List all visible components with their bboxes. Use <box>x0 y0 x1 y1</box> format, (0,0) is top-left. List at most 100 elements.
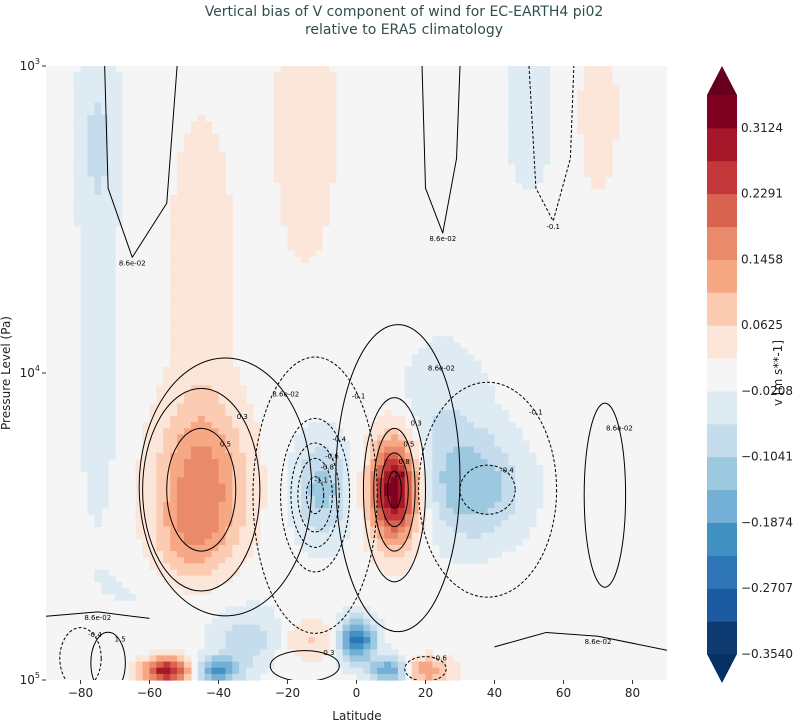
heatmap-cell <box>322 495 330 503</box>
heatmap <box>46 66 667 681</box>
heatmap-cell <box>211 520 220 528</box>
heatmap-cell <box>87 201 95 208</box>
heatmap-cell <box>363 495 371 503</box>
heatmap-cell <box>598 158 606 165</box>
heatmap-cell <box>204 569 213 577</box>
heatmap-cell <box>287 514 295 521</box>
heatmap-cell <box>156 428 164 435</box>
heatmap-cell <box>94 127 102 135</box>
heatmap-cell <box>377 526 385 534</box>
heatmap-cell <box>218 569 226 577</box>
heatmap-cell <box>494 428 502 435</box>
heatmap-cell <box>156 569 164 577</box>
heatmap-cell <box>204 299 213 306</box>
heatmap-cell <box>432 483 440 491</box>
heatmap-cell <box>190 152 199 159</box>
heatmap-cell <box>115 127 123 135</box>
heatmap-cell <box>425 409 433 417</box>
heatmap-cell <box>190 483 199 491</box>
heatmap-cell <box>225 280 233 288</box>
heatmap-cell <box>342 661 351 669</box>
heatmap-cell <box>432 495 440 503</box>
heatmap-cell <box>142 532 151 540</box>
heatmap-cell <box>87 90 95 98</box>
heatmap-cell <box>232 446 240 454</box>
heatmap-cell <box>363 483 371 491</box>
heatmap-cell <box>446 544 454 552</box>
heatmap-cell <box>94 471 102 478</box>
heatmap-cell <box>384 532 392 540</box>
heatmap-cell <box>301 115 309 122</box>
heatmap-cell <box>322 538 330 546</box>
heatmap-cell <box>335 624 344 632</box>
heatmap-cell <box>218 649 226 656</box>
heatmap-cell <box>80 379 88 386</box>
heatmap-cell <box>80 250 88 257</box>
heatmap-cell <box>190 360 199 368</box>
heatmap-cell <box>446 403 454 411</box>
heatmap-cell <box>411 471 420 478</box>
heatmap-cell <box>418 508 427 515</box>
heatmap-cell <box>80 72 88 79</box>
heatmap-cell <box>197 477 206 485</box>
heatmap-cell <box>101 354 109 362</box>
heatmap-cell <box>197 164 206 171</box>
heatmap-cell <box>473 385 482 392</box>
heatmap-cell <box>204 434 213 442</box>
heatmap-cell <box>218 366 226 374</box>
heatmap-cell <box>246 606 254 613</box>
heatmap-cell <box>80 348 88 356</box>
heatmap-cell <box>287 164 295 171</box>
heatmap-cell <box>591 78 599 85</box>
heatmap-cell <box>190 434 199 442</box>
heatmap-cell <box>315 618 323 626</box>
heatmap-cell <box>218 667 226 675</box>
heatmap-cell <box>225 477 233 485</box>
heatmap-cell <box>328 115 337 122</box>
heatmap-cell <box>197 348 206 356</box>
heatmap-cell <box>308 532 316 540</box>
heatmap-cell <box>370 514 378 521</box>
heatmap-cell <box>163 446 171 454</box>
heatmap-cell <box>287 90 295 98</box>
heatmap-cell <box>384 563 392 570</box>
heatmap-cell <box>73 84 82 92</box>
heatmap-cell <box>397 422 406 429</box>
heatmap-cell <box>404 508 413 515</box>
heatmap-cell <box>425 428 433 435</box>
heatmap-cell <box>522 102 530 110</box>
heatmap-cell <box>391 514 399 521</box>
heatmap-cell <box>177 317 185 325</box>
heatmap-cell <box>322 428 330 435</box>
colorbar-tick-label: 0.3124 <box>741 121 783 135</box>
heatmap-cell <box>190 569 199 577</box>
heatmap-cell <box>177 483 185 491</box>
heatmap-cell <box>108 213 116 221</box>
heatmap-cell <box>225 452 233 460</box>
heatmap-cell <box>170 256 178 263</box>
heatmap-cell <box>225 348 233 356</box>
heatmap-cell <box>204 127 213 135</box>
heatmap-cell <box>87 483 95 491</box>
heatmap-cell <box>218 305 226 313</box>
heatmap-cell <box>80 207 88 214</box>
heatmap-cell <box>204 465 213 472</box>
heatmap-cell <box>197 231 206 239</box>
heatmap-cell <box>87 336 95 343</box>
heatmap-cell <box>184 397 192 405</box>
heatmap-cell <box>211 262 220 270</box>
heatmap-cell <box>363 501 371 509</box>
heatmap-cell <box>197 360 206 368</box>
heatmap-cell <box>190 231 199 239</box>
heatmap-cell <box>391 532 399 540</box>
heatmap-cell <box>294 649 302 656</box>
heatmap-cell <box>101 489 109 497</box>
heatmap-cell <box>425 673 433 681</box>
heatmap-cell <box>80 428 88 435</box>
heatmap-cell <box>197 526 206 534</box>
heatmap-cell <box>287 471 295 478</box>
heatmap-cell <box>308 244 316 251</box>
heatmap-cell <box>473 465 482 472</box>
heatmap-cell <box>315 459 323 466</box>
heatmap-cell <box>542 90 551 98</box>
